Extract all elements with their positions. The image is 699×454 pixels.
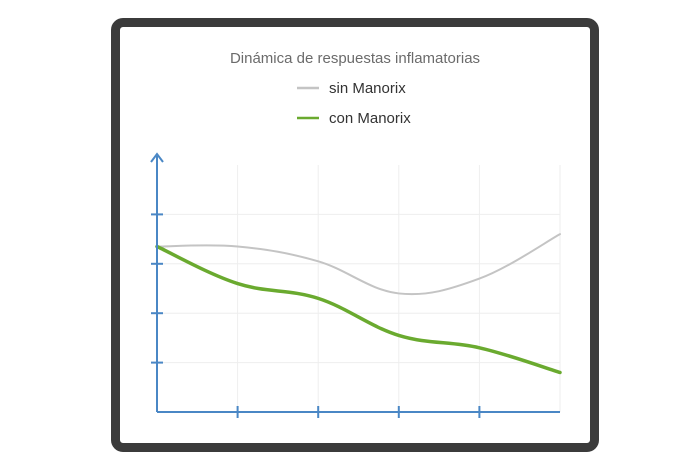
legend-label-sin-manorix: sin Manorix <box>329 80 406 97</box>
y-axis-arrow-icon <box>150 152 164 163</box>
legend: sin Manorix con Manorix <box>297 80 411 127</box>
series-line-con-manorix <box>155 244 562 375</box>
chart-title: Dinámica de respuestas inflamatorias <box>230 50 480 67</box>
series-lines <box>155 233 562 375</box>
grid <box>157 165 561 412</box>
axes <box>150 152 560 418</box>
chart-frame <box>111 18 599 452</box>
legend-label-con-manorix: con Manorix <box>329 110 411 127</box>
series-line-sin-manorix <box>156 233 561 296</box>
